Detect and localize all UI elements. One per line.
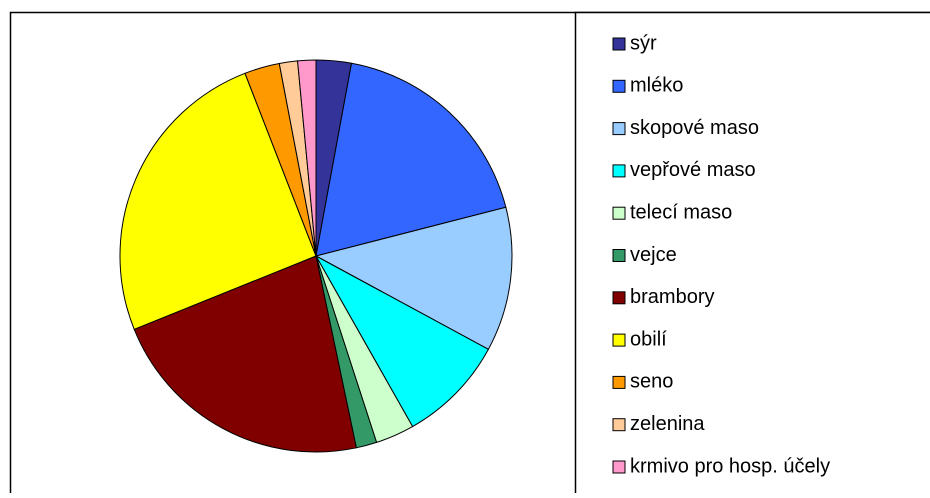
legend-swatch xyxy=(613,165,625,177)
legend-box xyxy=(576,13,930,494)
legend-swatch xyxy=(613,334,625,346)
legend-label: seno xyxy=(630,371,673,393)
legend-label: skopové maso xyxy=(630,117,759,139)
legend-swatch xyxy=(613,80,625,92)
legend-swatch xyxy=(613,38,625,50)
legend-label: telecí maso xyxy=(630,201,732,223)
legend-label: obilí xyxy=(630,328,667,350)
legend-label: vejce xyxy=(630,244,677,266)
legend-swatch xyxy=(613,292,625,304)
legend-label: zelenina xyxy=(630,413,705,435)
legend-label: vepřové maso xyxy=(630,159,756,181)
legend-label: brambory xyxy=(630,286,714,308)
legend-label: sýr xyxy=(630,32,657,54)
legend-swatch xyxy=(613,123,625,135)
legend-label: krmivo pro hosp. účely xyxy=(630,455,830,477)
legend-swatch xyxy=(613,461,625,473)
legend-swatch xyxy=(613,207,625,219)
legend-swatch xyxy=(613,376,625,388)
legend-swatch xyxy=(613,250,625,262)
legend-swatch xyxy=(613,419,625,431)
legend-label: mléko xyxy=(630,75,683,97)
